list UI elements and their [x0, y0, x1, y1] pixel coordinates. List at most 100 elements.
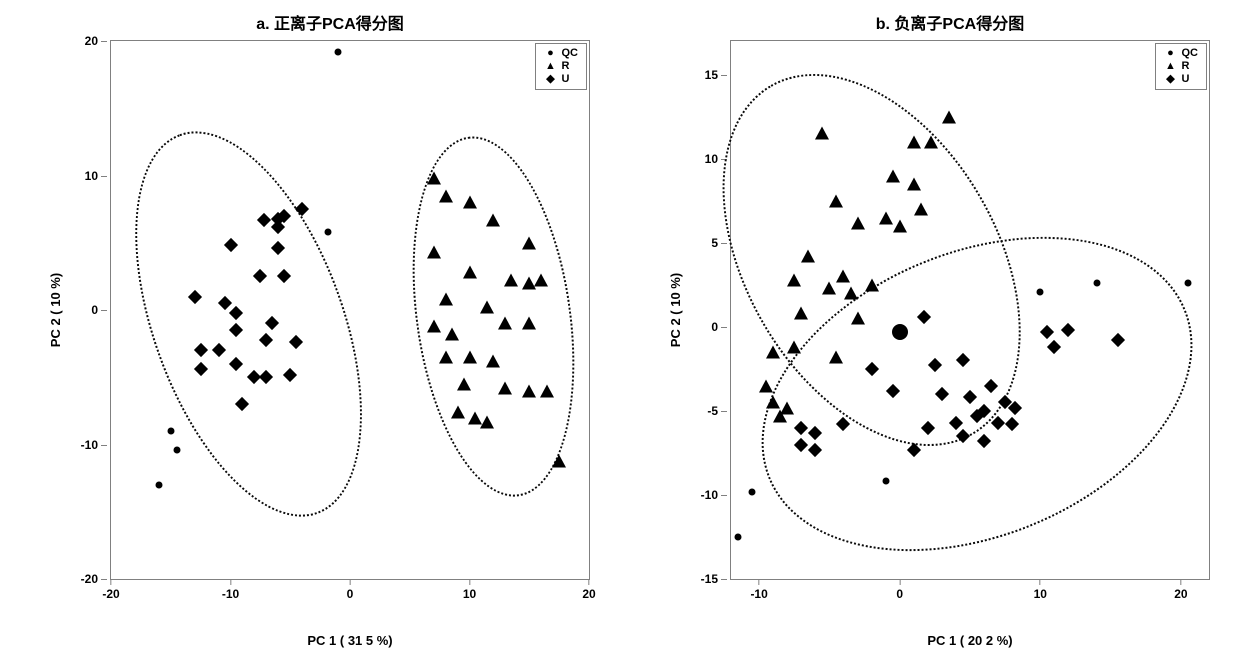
point-r [486, 355, 500, 368]
point-qc [892, 324, 908, 340]
y-tick: 5 [699, 236, 727, 250]
y-tick: 10 [79, 169, 107, 183]
point-qc [325, 228, 332, 235]
point-r [427, 172, 441, 185]
point-r [486, 213, 500, 226]
point-qc [882, 478, 889, 485]
panel-a-plot-area: ●QC ▲R ◆U -20-1001020-20-1001020 [110, 40, 590, 580]
panel-b-xlabel: PC 1 ( 20 2 %) [730, 633, 1210, 648]
legend-label-r: R [1180, 60, 1201, 73]
point-r [879, 211, 893, 224]
panel-a-title: a. 正离子PCA得分图 [40, 10, 620, 34]
point-r [439, 351, 453, 364]
x-tick: 20 [1174, 579, 1187, 601]
point-r [463, 351, 477, 364]
figure-wrap: a. 正离子PCA得分图 PC 2 ( 10 %) ●QC ▲R ◆U -20-… [0, 0, 1240, 666]
point-qc [173, 446, 180, 453]
legend-row-u: ◆U [542, 73, 581, 86]
point-r [463, 266, 477, 279]
panel-a-xlabel: PC 1 ( 31 5 %) [110, 633, 590, 648]
x-tick: 10 [463, 579, 476, 601]
legend-label-u: U [1180, 73, 1201, 86]
y-tick: 0 [79, 303, 107, 317]
x-tick: 0 [347, 579, 354, 601]
point-r [540, 384, 554, 397]
legend-row-qc: ●QC [542, 47, 581, 60]
point-qc [735, 533, 742, 540]
point-r [504, 274, 518, 287]
point-r [865, 278, 879, 291]
y-tick: -15 [699, 572, 727, 586]
point-r [439, 293, 453, 306]
panel-b-plot-area: ●QC ▲R ◆U -1001020-15-10-5051015 [730, 40, 1210, 580]
point-qc [749, 488, 756, 495]
point-r [766, 396, 780, 409]
point-r [766, 346, 780, 359]
point-r [451, 406, 465, 419]
panel-b-title: b. 负离子PCA得分图 [660, 10, 1240, 34]
point-r [759, 379, 773, 392]
y-tick: 20 [79, 34, 107, 48]
point-r [794, 307, 808, 320]
legend-row-u: ◆U [1162, 73, 1201, 86]
point-r [822, 282, 836, 295]
point-r [851, 216, 865, 229]
point-qc [1093, 280, 1100, 287]
y-tick: 15 [699, 68, 727, 82]
y-tick: -20 [79, 572, 107, 586]
point-r [480, 415, 494, 428]
cluster-ellipse [90, 101, 408, 546]
point-r [534, 274, 548, 287]
y-tick: 0 [699, 320, 727, 334]
point-r [427, 320, 441, 333]
legend-label-u: U [560, 73, 581, 86]
legend-label-r: R [560, 60, 581, 73]
point-r [829, 194, 843, 207]
x-tick: -10 [222, 579, 239, 601]
point-r [522, 317, 536, 330]
y-tick: -10 [699, 488, 727, 502]
point-r [498, 382, 512, 395]
point-r [787, 273, 801, 286]
point-r [893, 219, 907, 232]
point-r [457, 377, 471, 390]
legend-label-qc: QC [1180, 47, 1201, 60]
point-r [427, 246, 441, 259]
panel-a: a. 正离子PCA得分图 PC 2 ( 10 %) ●QC ▲R ◆U -20-… [40, 10, 620, 650]
point-r [815, 127, 829, 140]
point-r [836, 270, 850, 283]
y-tick: -10 [79, 438, 107, 452]
legend-row-r: ▲R [1162, 60, 1201, 73]
point-r [463, 196, 477, 209]
y-tick: -5 [699, 404, 727, 418]
legend-row-qc: ●QC [1162, 47, 1201, 60]
point-qc [155, 481, 162, 488]
point-qc [1184, 280, 1191, 287]
x-tick: -10 [750, 579, 767, 601]
cluster-ellipse [391, 126, 595, 507]
point-r [439, 189, 453, 202]
panel-a-ylabel: PC 2 ( 10 %) [48, 40, 63, 580]
legend-label-qc: QC [560, 47, 581, 60]
point-r [480, 301, 494, 314]
point-r [445, 328, 459, 341]
point-r [829, 351, 843, 364]
point-r [886, 169, 900, 182]
point-qc [1037, 288, 1044, 295]
point-r [522, 236, 536, 249]
point-r [914, 203, 928, 216]
x-tick: 20 [582, 579, 595, 601]
point-r [552, 454, 566, 467]
point-r [942, 110, 956, 123]
panel-b: b. 负离子PCA得分图 PC 2 ( 10 %) ●QC ▲R ◆U -100… [660, 10, 1240, 650]
panel-b-ylabel: PC 2 ( 10 %) [668, 40, 683, 580]
point-qc [335, 48, 342, 55]
point-r [907, 135, 921, 148]
point-r [773, 409, 787, 422]
point-r [924, 135, 938, 148]
point-r [498, 317, 512, 330]
panel-b-legend: ●QC ▲R ◆U [1155, 43, 1208, 90]
x-tick: 0 [896, 579, 903, 601]
point-r [522, 384, 536, 397]
point-r [787, 340, 801, 353]
